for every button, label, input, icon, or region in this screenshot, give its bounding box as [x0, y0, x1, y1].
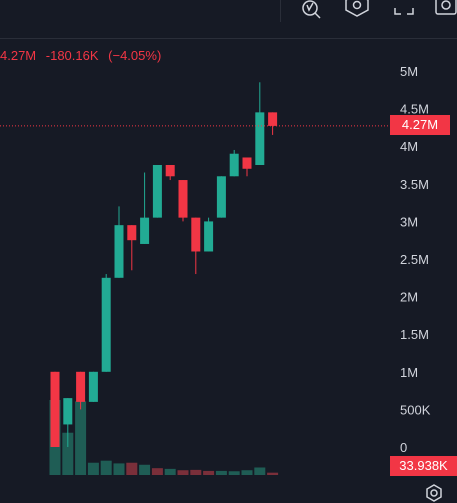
- candle-body: [140, 217, 150, 244]
- volume-bar: [87, 462, 99, 475]
- volume-bar: [254, 467, 266, 475]
- candle-body: [191, 217, 201, 252]
- candle-body: [229, 153, 239, 177]
- y-tick-label: 2.5M: [400, 252, 429, 267]
- candle-body: [101, 277, 111, 372]
- chart-toolbar: [0, 0, 457, 39]
- legend-change-pct: (−4.05%): [108, 48, 162, 63]
- candle-body: [88, 371, 98, 402]
- y-tick-label: 3M: [400, 214, 418, 229]
- replay-icon[interactable]: [297, 0, 325, 24]
- candle-body: [165, 165, 175, 177]
- settings-gear-icon[interactable]: [424, 483, 444, 503]
- legend-change: -180.16K: [45, 48, 99, 63]
- y-tick-label: 1M: [400, 365, 418, 380]
- y-tick-label: 4.5M: [400, 102, 429, 117]
- candlestick-chart[interactable]: 5M4.5M4M3.5M3M2.5M2M1.5M1M500K018:0021:0…: [0, 38, 457, 478]
- candle-body: [63, 398, 73, 425]
- volume-bar: [139, 464, 151, 475]
- last-price-label: 4.27M: [390, 115, 450, 135]
- candle-body: [268, 112, 278, 126]
- candle-body: [216, 176, 226, 218]
- candle-body: [178, 180, 188, 218]
- volume-bar: [190, 469, 202, 475]
- volume-bar: [241, 470, 253, 475]
- y-tick-label: 1.5M: [400, 327, 429, 342]
- volume-bar: [177, 470, 189, 475]
- volume-bar: [203, 470, 215, 475]
- volume-bar: [228, 471, 240, 475]
- y-tick-label: 5M: [400, 64, 418, 79]
- y-tick-label: 3.5M: [400, 177, 429, 192]
- candle-body: [152, 165, 162, 218]
- volume-bar: [113, 463, 125, 475]
- toolbar-separator: [280, 0, 281, 22]
- candle-body: [50, 371, 60, 447]
- y-tick-label: 0: [400, 440, 407, 455]
- candle-body: [255, 112, 265, 165]
- volume-bar: [126, 462, 138, 475]
- volume-bar: [75, 401, 87, 475]
- candle-body: [76, 371, 86, 402]
- candle-body: [114, 225, 124, 278]
- last-volume-label: 33.938K: [390, 456, 457, 476]
- volume-bar: [164, 468, 176, 475]
- volume-bar: [267, 472, 279, 475]
- volume-bar: [151, 468, 163, 475]
- legend-close: 4.27M: [0, 48, 37, 63]
- candle-body: [242, 157, 252, 169]
- fullscreen-icon[interactable]: [390, 0, 418, 24]
- candle-body: [127, 225, 137, 241]
- volume-bar: [100, 460, 112, 475]
- price-legend: 4.27M -180.16K (−4.05%): [0, 48, 167, 63]
- volume-bar: [62, 432, 74, 475]
- volume-bar: [215, 470, 227, 475]
- screenshot-icon[interactable]: [432, 0, 457, 24]
- y-tick-label: 2M: [400, 290, 418, 305]
- candle-body: [204, 221, 214, 252]
- y-tick-label: 500K: [400, 402, 431, 417]
- settings-hexagon-icon[interactable]: [343, 0, 371, 24]
- y-tick-label: 4M: [400, 139, 418, 154]
